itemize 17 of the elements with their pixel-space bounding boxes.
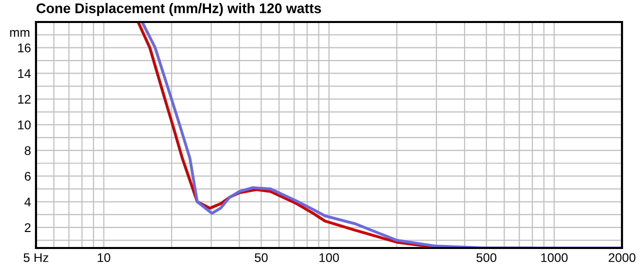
y-tick-label: 2 [24,223,31,232]
x-tick-label: 1000 [541,253,568,262]
y-tick-label: 4 [24,198,31,206]
y-tick-label: 16 [18,43,31,52]
x-tick-label: 100 [320,253,339,262]
chart-title: Cone Displacement (mm/Hz) with 120 watts [36,3,321,16]
y-tick-label: 10 [18,120,31,130]
x-tick-label: 50 [254,253,268,262]
x-tick-label: 2000 [608,253,636,262]
x-tick-label: 5 Hz [24,253,48,262]
x-tick-label: 10 [98,253,110,262]
y-tick-label: 14 [18,69,31,78]
x-tick-label: 500 [476,253,496,262]
y-axis-title: mm [10,30,30,37]
y-tick-label: 6 [24,172,31,181]
y-tick-label: 12 [18,94,31,104]
y-tick-label: 8 [24,146,31,156]
